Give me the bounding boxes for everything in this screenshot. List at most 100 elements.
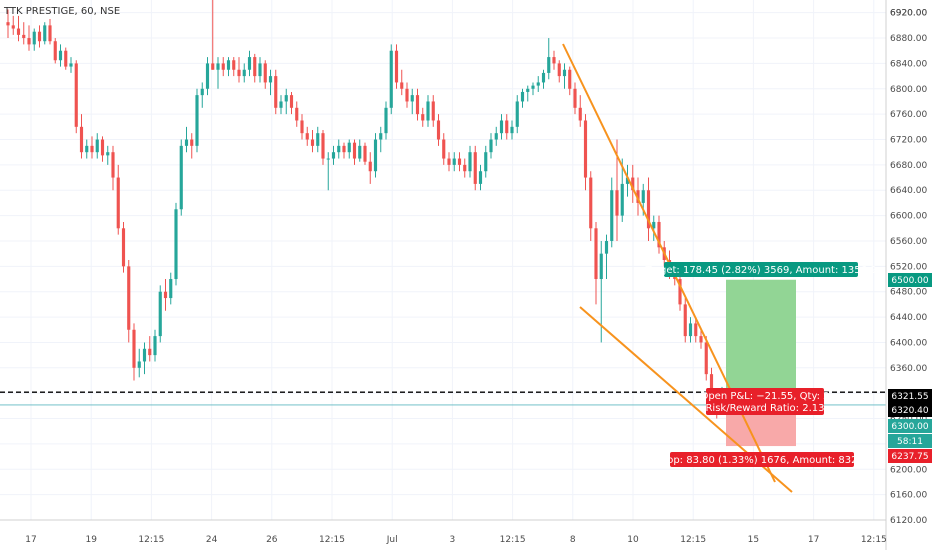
candle[interactable]	[305, 126, 309, 146]
candle[interactable]	[478, 164, 483, 191]
candle[interactable]	[226, 57, 231, 77]
candle[interactable]	[43, 22, 47, 45]
candle[interactable]	[284, 88, 288, 115]
candle[interactable]	[683, 298, 687, 343]
candle[interactable]	[657, 215, 661, 254]
candle[interactable]	[347, 139, 351, 159]
candle[interactable]	[148, 336, 152, 362]
candle[interactable]	[636, 177, 640, 216]
price-axis[interactable]: 6160.006200.006240.006280.006320.006360.…	[890, 9, 927, 526]
candle[interactable]	[547, 38, 551, 80]
candle[interactable]	[520, 88, 525, 108]
candle[interactable]	[562, 63, 567, 89]
candle[interactable]	[48, 19, 52, 45]
candle[interactable]	[505, 114, 509, 140]
candle[interactable]	[389, 44, 393, 115]
candle[interactable]	[179, 139, 183, 216]
candle[interactable]	[510, 120, 514, 140]
candle[interactable]	[200, 82, 204, 108]
candle[interactable]	[137, 348, 141, 378]
candle[interactable]	[268, 69, 273, 96]
candle[interactable]	[457, 152, 462, 172]
candle[interactable]	[368, 152, 372, 184]
candle[interactable]	[463, 158, 467, 178]
candle[interactable]	[363, 142, 367, 165]
candle[interactable]	[6, 9, 10, 39]
candle[interactable]	[247, 50, 252, 77]
candle[interactable]	[358, 139, 362, 162]
candle[interactable]	[216, 57, 220, 89]
candle[interactable]	[352, 139, 357, 165]
candle[interactable]	[557, 60, 561, 83]
candle[interactable]	[625, 164, 630, 197]
candle[interactable]	[594, 221, 598, 305]
candle[interactable]	[64, 47, 68, 70]
candle[interactable]	[163, 279, 168, 311]
candle[interactable]	[321, 130, 325, 165]
candle[interactable]	[620, 158, 624, 222]
candle[interactable]	[526, 85, 530, 102]
candle[interactable]	[421, 107, 425, 127]
candle[interactable]	[452, 152, 456, 172]
candle[interactable]	[100, 136, 105, 162]
candle[interactable]	[646, 177, 651, 241]
candle[interactable]	[90, 136, 94, 159]
candle[interactable]	[22, 22, 26, 45]
candle[interactable]	[121, 221, 126, 273]
candle[interactable]	[442, 133, 446, 165]
candle[interactable]	[85, 139, 89, 159]
candle[interactable]	[316, 126, 320, 153]
candle[interactable]	[652, 215, 656, 241]
candle[interactable]	[573, 82, 577, 115]
candle[interactable]	[578, 95, 582, 127]
candle[interactable]	[473, 145, 477, 191]
candle[interactable]	[610, 177, 614, 248]
candle[interactable]	[69, 57, 73, 73]
candle[interactable]	[552, 50, 556, 70]
candle[interactable]	[499, 114, 504, 140]
candle[interactable]	[415, 88, 420, 121]
candle[interactable]	[169, 272, 173, 305]
candle[interactable]	[300, 114, 304, 140]
candle[interactable]	[426, 95, 430, 127]
candle[interactable]	[258, 57, 262, 83]
candle[interactable]	[132, 323, 136, 381]
candle[interactable]	[310, 130, 315, 153]
candle[interactable]	[515, 95, 519, 134]
candle[interactable]	[237, 57, 241, 83]
candle[interactable]	[106, 145, 110, 165]
candles[interactable]	[6, 0, 724, 419]
candle[interactable]	[337, 139, 341, 159]
candle[interactable]	[447, 152, 451, 172]
candle[interactable]	[583, 114, 588, 191]
candle[interactable]	[116, 164, 120, 235]
candle[interactable]	[190, 133, 194, 159]
candle[interactable]	[279, 95, 283, 115]
candle[interactable]	[484, 145, 488, 178]
candle[interactable]	[331, 145, 336, 165]
candle[interactable]	[326, 152, 330, 191]
candle[interactable]	[174, 202, 178, 286]
candle[interactable]	[53, 38, 57, 64]
candle[interactable]	[631, 164, 635, 203]
candle[interactable]	[195, 88, 199, 153]
candle[interactable]	[37, 25, 42, 48]
candle[interactable]	[431, 95, 435, 127]
candle[interactable]	[694, 317, 698, 343]
candle[interactable]	[699, 329, 703, 349]
candle[interactable]	[704, 336, 708, 381]
candle[interactable]	[11, 15, 15, 35]
candle[interactable]	[263, 60, 267, 89]
candle[interactable]	[295, 101, 299, 127]
candle[interactable]	[184, 126, 189, 153]
candle[interactable]	[27, 25, 31, 51]
candle[interactable]	[274, 69, 278, 115]
candle[interactable]	[242, 63, 246, 83]
candle[interactable]	[289, 91, 294, 115]
candle[interactable]	[405, 82, 409, 108]
candle[interactable]	[111, 145, 115, 191]
candle[interactable]	[58, 44, 63, 67]
candle[interactable]	[541, 69, 546, 89]
candle[interactable]	[688, 317, 693, 343]
